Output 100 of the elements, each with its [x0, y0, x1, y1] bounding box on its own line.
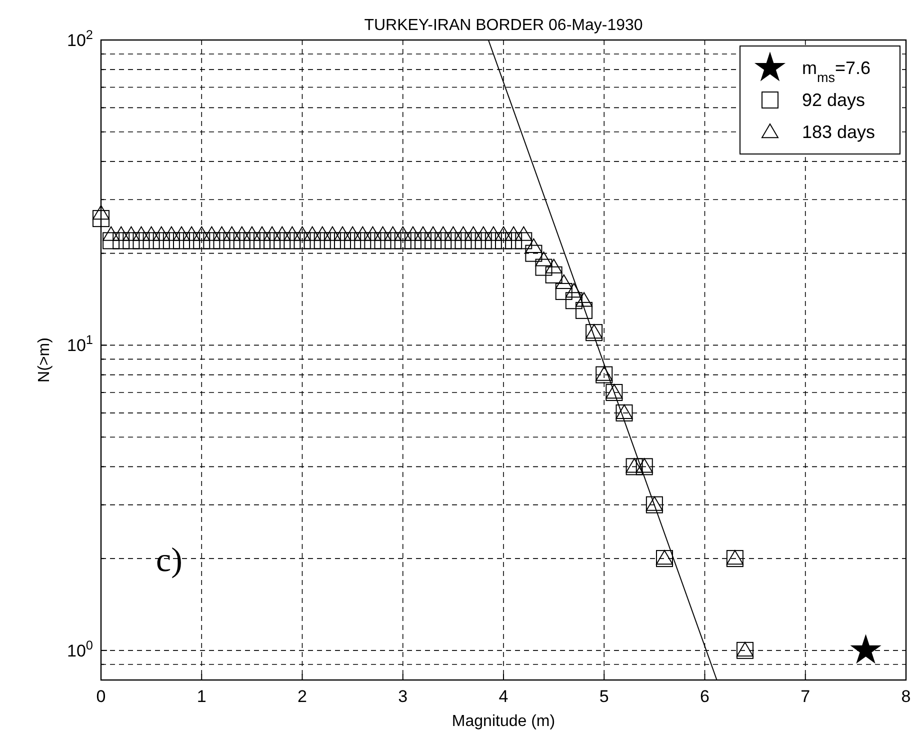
point: [193, 226, 210, 241]
point: [173, 226, 190, 241]
point: [304, 232, 321, 250]
point: [334, 232, 351, 250]
point: [464, 226, 482, 241]
point: [464, 232, 482, 250]
point: [344, 226, 362, 241]
x-tick-label: 7: [800, 687, 810, 706]
point: [203, 226, 220, 241]
point: [324, 226, 341, 241]
point: [555, 274, 572, 290]
point: [324, 232, 341, 250]
point: [394, 226, 412, 241]
point: [152, 232, 170, 250]
x-tick-label: 1: [196, 687, 206, 706]
point: [495, 226, 512, 241]
point: [132, 232, 150, 250]
point: [264, 232, 281, 250]
point: [254, 226, 270, 241]
point: [576, 302, 592, 319]
point: [484, 232, 502, 250]
point: [394, 232, 412, 250]
point: [284, 226, 301, 241]
point: [233, 232, 250, 250]
point: [424, 226, 442, 241]
point: [213, 232, 230, 250]
point: [434, 226, 452, 241]
point: [284, 232, 301, 250]
point: [142, 232, 160, 250]
legend-label: 183 days: [802, 122, 876, 142]
point: [92, 205, 110, 220]
point: [274, 232, 291, 250]
point: [203, 232, 220, 250]
point: [243, 226, 260, 241]
point: [525, 238, 542, 253]
y-tick-label: 10$^{1}$: [66, 332, 93, 356]
point: [535, 258, 552, 276]
x-tick-label: 8: [901, 687, 911, 706]
point: [344, 232, 362, 250]
point: [404, 226, 422, 241]
point: [454, 232, 472, 250]
x-tick-label: 3: [398, 687, 408, 706]
point: [354, 232, 372, 250]
point: [223, 226, 240, 241]
x-axis-title: Magnitude (m): [452, 713, 556, 730]
point: [112, 232, 130, 250]
point: [223, 232, 240, 250]
point: [545, 258, 562, 274]
point: [535, 252, 552, 266]
point: [142, 226, 160, 241]
point: [545, 266, 562, 284]
point: [173, 232, 190, 250]
point: [122, 226, 140, 241]
point: [162, 232, 180, 250]
point: [243, 232, 260, 250]
point: [213, 226, 230, 241]
point: [294, 226, 311, 241]
point: [474, 226, 492, 241]
chart-title: TURKEY-IRAN BORDER 06-May-1930: [364, 17, 643, 34]
point: [92, 210, 110, 228]
point: [294, 232, 311, 250]
point: [505, 232, 522, 250]
point: [102, 226, 120, 241]
point: [444, 226, 462, 241]
point: [454, 226, 472, 241]
point: [364, 232, 382, 250]
point: [495, 232, 512, 250]
point: [414, 226, 432, 241]
y-axis-title: N(>m): [36, 338, 53, 382]
point: [193, 232, 210, 250]
point: [304, 226, 321, 241]
point: [850, 634, 882, 664]
point: [183, 232, 200, 250]
point: [414, 232, 432, 250]
point: [515, 226, 532, 241]
point: [565, 292, 582, 310]
point: [334, 226, 351, 241]
point: [112, 226, 130, 241]
point: [364, 226, 382, 241]
x-tick-label: 6: [700, 687, 710, 706]
point: [576, 292, 592, 307]
point: [384, 232, 402, 250]
point: [434, 232, 452, 250]
point: [424, 232, 442, 250]
legend-label: m$_{ms}$=7.6: [802, 58, 871, 84]
point: [183, 226, 200, 241]
legend-label: 92 days: [802, 90, 866, 110]
point: [233, 226, 250, 241]
point: [264, 226, 281, 241]
point: [314, 232, 331, 250]
point: [274, 226, 291, 241]
point: [484, 226, 502, 241]
point: [152, 226, 170, 241]
point: [374, 232, 392, 250]
point: [555, 282, 572, 300]
point: [404, 232, 422, 250]
point: [374, 226, 392, 241]
point: [525, 244, 542, 262]
x-tick-label: 0: [96, 687, 106, 706]
point: [132, 226, 150, 241]
